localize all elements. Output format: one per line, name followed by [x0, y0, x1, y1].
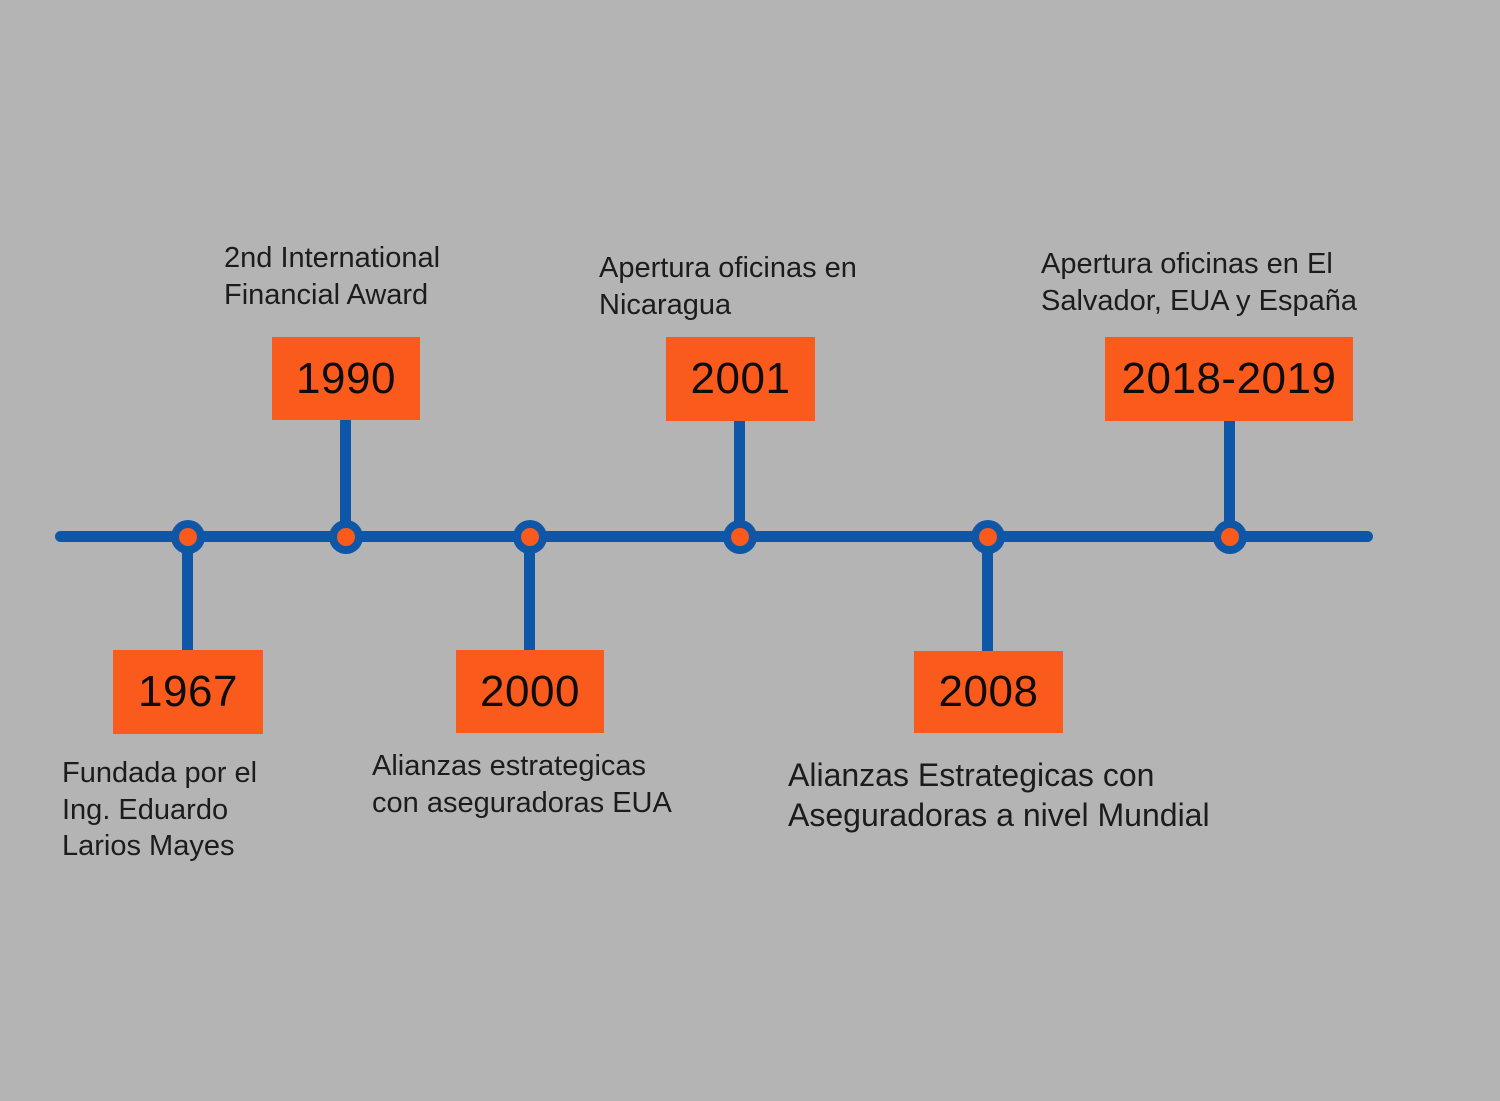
year-label: 1967 [138, 667, 238, 716]
event-marker [1213, 520, 1247, 554]
event-marker [971, 520, 1005, 554]
timeline-axis [55, 531, 1373, 542]
event-marker [329, 520, 363, 554]
event-label: Alianzas Estrategicas con Aseguradoras a… [788, 757, 1210, 834]
event-marker [171, 520, 205, 554]
marker-dot [521, 528, 539, 546]
marker-dot [1221, 528, 1239, 546]
year-label: 2018-2019 [1121, 354, 1337, 403]
event-marker [513, 520, 547, 554]
event-label: Fundada por el Ing. Eduardo Larios Mayes [62, 757, 258, 863]
event-connector [1224, 418, 1235, 538]
event-label: Apertura oficinas en El Salvador, EUA y … [1041, 248, 1357, 317]
event-label: Alianzas estrategicas con aseguradoras E… [372, 750, 672, 819]
year-box: 2018-2019 [1105, 337, 1353, 421]
year-label: 1990 [296, 353, 396, 403]
event-connector [182, 537, 193, 655]
event-connector [524, 537, 535, 655]
year-box: 1990 [272, 337, 420, 420]
year-box: 2008 [914, 651, 1063, 733]
event-connector [734, 418, 745, 538]
marker-dot [731, 528, 749, 546]
year-label: 2000 [480, 666, 580, 716]
year-label: 2008 [938, 667, 1039, 716]
year-box: 2001 [666, 337, 815, 421]
event-connector [340, 418, 351, 538]
event-marker [723, 520, 757, 554]
event-label: Apertura oficinas en Nicaragua [599, 252, 857, 321]
year-box: 1967 [113, 650, 263, 734]
event-label: 2nd International Financial Award [224, 242, 441, 311]
year-label: 2001 [690, 354, 791, 403]
marker-dot [179, 528, 197, 546]
marker-dot [337, 528, 355, 546]
marker-dot [979, 528, 997, 546]
event-connector [982, 537, 993, 656]
year-box: 2000 [456, 650, 604, 733]
